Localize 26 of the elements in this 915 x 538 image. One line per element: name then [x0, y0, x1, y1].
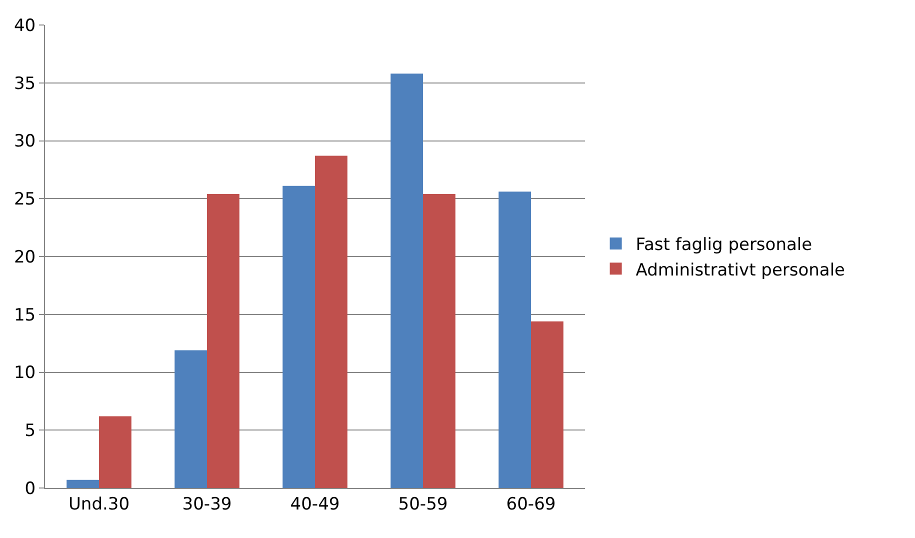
y-tick-label: 20 [14, 247, 36, 268]
y-tick-label: 15 [14, 305, 36, 326]
y-tick-label: 35 [14, 74, 36, 94]
bar [531, 321, 564, 488]
bar [207, 194, 240, 488]
bar [498, 192, 531, 488]
bar [423, 194, 456, 488]
x-tick-label: Und.30 [68, 494, 130, 514]
x-tick-label: 40-49 [290, 494, 340, 514]
x-tick-label: 50-59 [398, 494, 448, 514]
bar [174, 350, 207, 488]
bar [390, 74, 423, 488]
y-tick-label: 30 [14, 132, 36, 152]
x-tick-label: 60-69 [506, 494, 556, 514]
bar [282, 186, 315, 488]
bar [315, 156, 348, 488]
y-tick-label: 10 [14, 363, 36, 384]
bar [66, 480, 99, 488]
y-tick-label: 0 [24, 478, 36, 499]
legend-label: Administrativt personale [636, 260, 846, 280]
x-tick-label: 30-39 [182, 494, 232, 514]
y-tick-label: 40 [14, 16, 36, 36]
bar [99, 416, 132, 488]
y-tick-label: 5 [24, 421, 36, 442]
y-tick-label: 25 [14, 190, 36, 210]
legend-label: Fast faglig personale [636, 235, 812, 256]
